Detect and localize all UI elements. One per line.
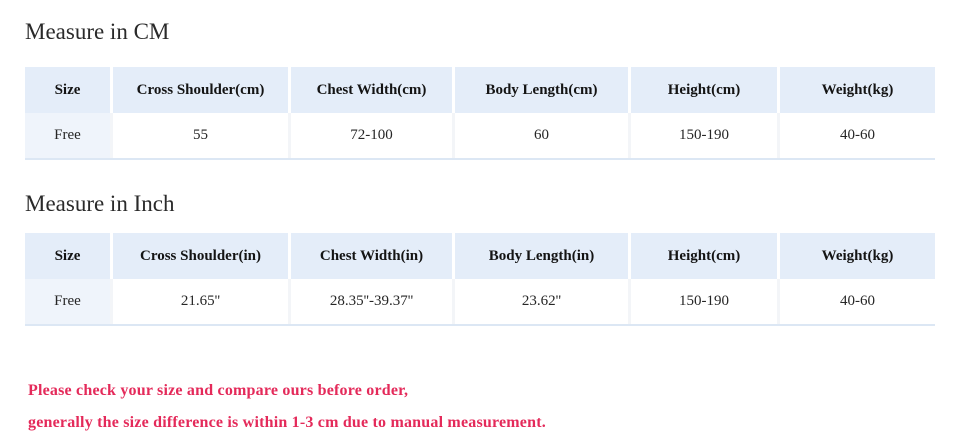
header-cell-weight: Weight(kg)	[777, 67, 935, 113]
table-row: Free 55 72-100 60 150-190 40-60	[25, 113, 935, 158]
cell-chest-width-value: 28.35''-39.37''	[288, 279, 452, 324]
header-cell-size: Size	[25, 233, 110, 279]
cell-chest-width-value: 72-100	[288, 113, 452, 158]
header-cell-chest-width: Chest Width(cm)	[288, 67, 452, 113]
table-header-row: Size Cross Shoulder(in) Chest Width(in) …	[25, 233, 935, 279]
cell-weight-value: 40-60	[777, 113, 935, 158]
header-cell-cross-shoulder: Cross Shoulder(cm)	[110, 67, 288, 113]
header-cell-height: Height(cm)	[628, 233, 777, 279]
header-cell-body-length: Body Length(in)	[452, 233, 628, 279]
cell-size-value: Free	[25, 279, 110, 324]
header-cell-weight: Weight(kg)	[777, 233, 935, 279]
note-line-2: generally the size difference is within …	[28, 414, 546, 431]
cell-height-value: 150-190	[628, 113, 777, 158]
cell-height-value: 150-190	[628, 279, 777, 324]
header-cell-height: Height(cm)	[628, 67, 777, 113]
cell-cross-shoulder-value: 21.65''	[110, 279, 288, 324]
size-table-cm: Size Cross Shoulder(cm) Chest Width(cm) …	[25, 67, 935, 160]
header-cell-size: Size	[25, 67, 110, 113]
cell-size-value: Free	[25, 113, 110, 158]
table-header-row: Size Cross Shoulder(cm) Chest Width(cm) …	[25, 67, 935, 113]
header-cell-body-length: Body Length(cm)	[452, 67, 628, 113]
note-line-1: Please check your size and compare ours …	[28, 382, 409, 399]
table-row: Free 21.65'' 28.35''-39.37'' 23.62'' 150…	[25, 279, 935, 324]
size-table-inch: Size Cross Shoulder(in) Chest Width(in) …	[25, 233, 935, 326]
header-cell-cross-shoulder: Cross Shoulder(in)	[110, 233, 288, 279]
cell-body-length-value: 60	[452, 113, 628, 158]
cell-cross-shoulder-value: 55	[110, 113, 288, 158]
cell-body-length-value: 23.62''	[452, 279, 628, 324]
section-title-inch: Measure in Inch	[25, 191, 175, 216]
section-title-cm: Measure in CM	[25, 19, 170, 44]
header-cell-chest-width: Chest Width(in)	[288, 233, 452, 279]
cell-weight-value: 40-60	[777, 279, 935, 324]
measurement-note: Please check your size and compare ours …	[28, 375, 935, 439]
